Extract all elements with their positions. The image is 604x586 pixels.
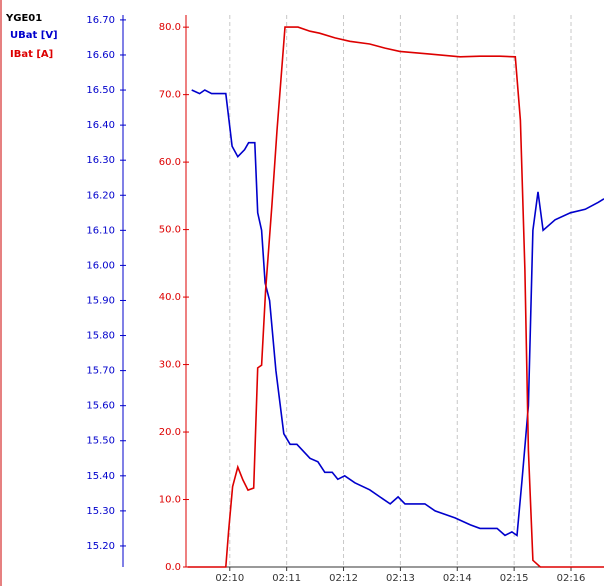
x-tick-label: 02:11 <box>272 573 301 584</box>
legend-entry: IBat [A] <box>10 49 53 60</box>
y2-tick-label: 20.0 <box>159 427 181 438</box>
y2-tick-label: 70.0 <box>159 90 181 101</box>
legend-entry: UBat [V] <box>10 30 58 41</box>
chart-title: YGE01 <box>5 13 42 24</box>
x-tick-label: 02:13 <box>386 573 415 584</box>
y2-tick-label: 30.0 <box>159 360 181 371</box>
y2-tick-label: 60.0 <box>159 157 181 168</box>
y2-tick-label: 50.0 <box>159 225 181 236</box>
y-tick-label: 16.30 <box>86 155 115 166</box>
x-tick-label: 02:14 <box>443 573 472 584</box>
y2-tick-label: 40.0 <box>159 292 181 303</box>
y-tick-label: 16.00 <box>86 260 115 271</box>
y-tick-label: 15.60 <box>86 401 115 412</box>
y-tick-label: 15.90 <box>86 295 115 306</box>
y2-tick-label: 80.0 <box>159 22 181 33</box>
y-tick-label: 16.70 <box>86 15 115 26</box>
series-line <box>187 26 604 568</box>
x-tick-label: 02:10 <box>215 573 244 584</box>
y-tick-label: 15.30 <box>86 506 115 517</box>
y-tick-label: 16.60 <box>86 50 115 61</box>
y-tick-label: 16.40 <box>86 120 115 131</box>
y-tick-label: 15.70 <box>86 366 115 377</box>
y-tick-label: 16.10 <box>86 225 115 236</box>
x-tick-label: 02:12 <box>329 573 358 584</box>
y-tick-label: 15.80 <box>86 331 115 342</box>
x-tick-label: 02:15 <box>500 573 529 584</box>
y-tick-label: 15.40 <box>86 471 115 482</box>
y-tick-label: 16.20 <box>86 190 115 201</box>
y-tick-label: 15.20 <box>86 541 115 552</box>
y2-tick-label: 0.0 <box>165 562 181 573</box>
x-tick-label: 02:16 <box>557 573 586 584</box>
y-tick-label: 15.50 <box>86 436 115 447</box>
y2-tick-label: 10.0 <box>159 495 181 506</box>
series-line <box>191 89 604 537</box>
y-tick-label: 16.50 <box>86 85 115 96</box>
